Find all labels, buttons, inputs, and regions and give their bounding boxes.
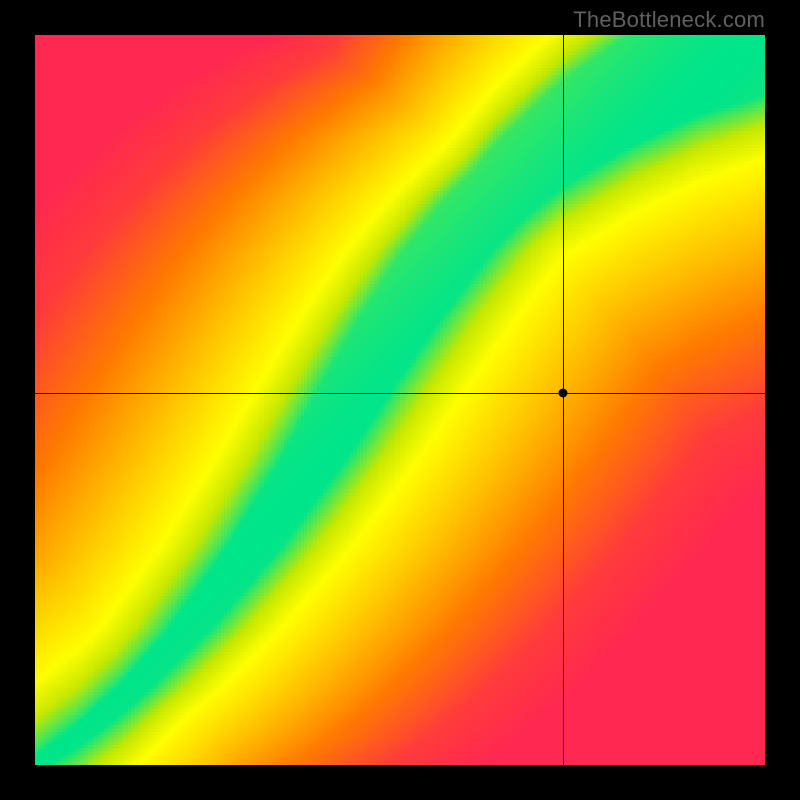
heatmap-plot <box>35 35 765 765</box>
watermark-text: TheBottleneck.com <box>573 7 765 33</box>
heatmap-canvas <box>35 35 765 765</box>
outer-frame: TheBottleneck.com <box>0 0 800 800</box>
